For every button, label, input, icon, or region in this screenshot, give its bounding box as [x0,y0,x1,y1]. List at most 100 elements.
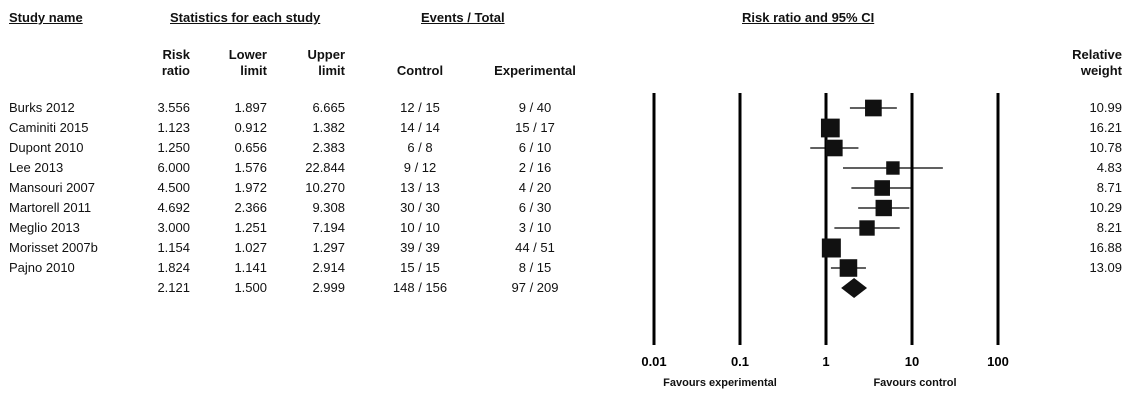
study-row-control: 30 / 30 [400,200,440,215]
study-row-control: 15 / 15 [400,260,440,275]
col-risk-ratio: Risk ratio [140,47,190,79]
study-row-rr: 6.000 [157,160,190,175]
study-row-control: 14 / 14 [400,120,440,135]
study-row-rr: 1.123 [157,120,190,135]
study-row-lower: 2.366 [234,200,267,215]
study-row-control: 13 / 13 [400,180,440,195]
study-row-study: Meglio 2013 [9,220,80,235]
study-row-control: 6 / 8 [407,140,433,155]
study-row-upper: 6.665 [312,100,345,115]
point-estimate-square [859,220,875,236]
study-row-rr: 3.556 [157,100,190,115]
col-relative-weight-line1: Relative [1072,47,1122,62]
point-estimate-square [839,259,858,277]
study-row-study: Martorell 2011 [9,200,92,215]
point-estimate-square [886,161,900,175]
study-row-rr: 4.500 [157,180,190,195]
study-row-weight: 13.09 [1089,260,1122,275]
study-row-experimental: 6 / 10 [518,140,552,155]
col-upper-limit-line2: limit [318,63,345,78]
study-row-weight: 10.78 [1089,140,1122,155]
study-row-upper: 7.194 [312,220,345,235]
study-row-weight: 10.99 [1089,100,1122,115]
pooled-diamond [841,278,868,298]
favours-right-label: Favours control [873,377,957,389]
study-row-experimental: 8 / 15 [518,260,552,275]
x-tick-label: 1 [822,354,829,369]
col-relative-weight-line2: weight [1080,63,1122,78]
study-row-control: 10 / 10 [400,220,440,235]
study-row-rr: 4.692 [157,200,190,215]
study-row-upper: 2.914 [312,260,345,275]
x-tick-label: 10 [905,354,919,369]
point-estimate-square [875,199,892,217]
study-row-study: Morisset 2007b [9,240,98,255]
study-row-rr: 1.824 [157,260,190,275]
study-row-study: Burks 2012 [9,100,75,115]
point-estimate-square [865,99,882,117]
summary-row-experimental: 97 / 209 [511,280,559,295]
header-events: Events / Total [421,10,505,25]
study-row-weight: 8.71 [1096,180,1122,195]
header-statistics: Statistics for each study [170,10,321,25]
point-estimate-square [874,180,890,196]
study-row-lower: 1.897 [234,100,267,115]
study-row-weight: 4.83 [1096,160,1122,175]
study-row-weight: 8.21 [1096,220,1122,235]
study-row-control: 9 / 12 [403,160,437,175]
summary-row-upper: 2.999 [312,280,345,295]
col-lower-limit-line2: limit [240,63,267,78]
study-row-lower: 1.027 [234,240,267,255]
study-row-experimental: 6 / 30 [518,200,552,215]
study-row-control: 12 / 15 [400,100,440,115]
col-relative-weight: Relative weight [1050,47,1122,79]
x-tick-label: 100 [987,354,1009,369]
summary-row-control: 148 / 156 [392,280,448,295]
col-upper-limit-line1: Upper [307,47,345,62]
x-tick-label: 0.01 [641,354,666,369]
study-row-rr: 1.154 [157,240,190,255]
summary-row-lower: 1.500 [234,280,267,295]
col-experimental: Experimental [494,63,576,78]
point-estimate-square [826,139,843,157]
study-row-lower: 1.251 [234,220,267,235]
study-row-upper: 9.308 [312,200,345,215]
point-estimate-square [821,238,841,258]
col-risk-ratio-line2: ratio [161,63,190,78]
col-control: Control [396,63,444,78]
study-row-study: Dupont 2010 [9,140,84,155]
study-row-weight: 16.88 [1089,240,1122,255]
col-upper-limit: Upper limit [285,47,345,79]
study-row-control: 39 / 39 [400,240,440,255]
study-row-experimental: 4 / 20 [518,180,552,195]
header-plot: Risk ratio and 95% CI [742,10,875,25]
col-lower-limit-line1: Lower [228,47,267,62]
study-row-upper: 10.270 [305,180,345,195]
study-row-study: Lee 2013 [9,160,64,175]
study-row-lower: 0.656 [234,140,267,155]
study-row-study: Caminiti 2015 [9,120,89,135]
study-row-rr: 3.000 [157,220,190,235]
study-row-lower: 1.972 [234,180,267,195]
study-row-weight: 10.29 [1089,200,1122,215]
study-row-lower: 1.141 [234,260,267,275]
study-row-weight: 16.21 [1089,120,1122,135]
favours-left-label: Favours experimental [663,377,777,389]
summary-row-rr: 2.121 [157,280,190,295]
col-risk-ratio-line1: Risk [162,47,190,62]
col-lower-limit: Lower limit [210,47,267,79]
study-row-rr: 1.250 [157,140,190,155]
study-row-lower: 1.576 [234,160,267,175]
header-study-name: Study name [9,10,83,25]
study-row-upper: 22.844 [305,160,345,175]
study-row-upper: 1.297 [312,240,345,255]
study-row-experimental: 15 / 17 [515,120,555,135]
study-row-study: Pajno 2010 [9,260,75,275]
study-row-experimental: 44 / 51 [515,240,555,255]
point-estimate-square [820,118,840,138]
study-row-experimental: 2 / 16 [518,160,552,175]
study-row-study: Mansouri 2007 [9,180,95,195]
study-row-lower: 0.912 [234,120,267,135]
study-row-experimental: 3 / 10 [518,220,552,235]
